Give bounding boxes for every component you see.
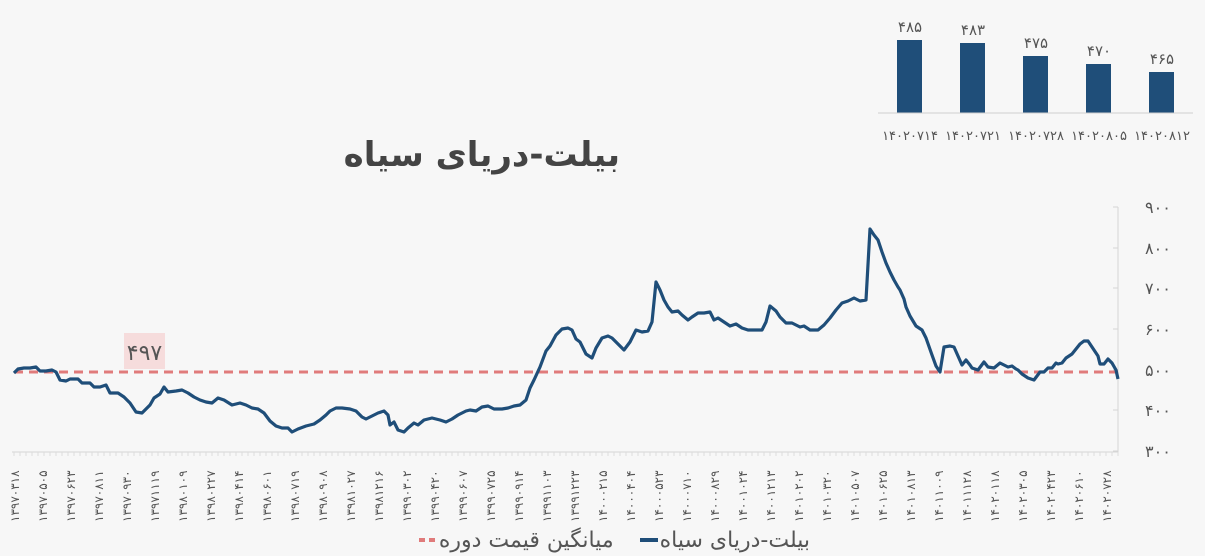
mini-x-label: ۱۴۰۲۰۸۱۲ (1134, 129, 1190, 144)
x-tick-label: ۱۴۰۲۰۶۱۰ (1072, 470, 1086, 522)
x-tick-label: ۱۳۹۸۰۴۱۴ (232, 470, 246, 522)
y-axis-labels: ۹۰۰ ۸۰۰ ۷۰۰ ۶۰۰ ۵۰۰ ۴۰۰ ۳۰۰ (1145, 198, 1171, 461)
y-tick-label: ۹۰۰ (1145, 198, 1171, 217)
main-line-chart-svg: ۹۰۰ ۸۰۰ ۷۰۰ ۶۰۰ ۵۰۰ ۴۰۰ ۳۰۰ ۴۹۷ ۱۳۹۷۰۳۱۸… (8, 198, 1171, 522)
chart-title: بیلت-دریای سیاه (343, 135, 620, 175)
x-tick-label: ۱۴۰۰۰۸۲۹ (708, 470, 722, 522)
x-tick-label: ۱۴۰۱۱۰۰۹ (932, 470, 946, 522)
x-tick-label: ۱۳۹۹۰۷۲۵ (484, 470, 498, 522)
mini-bar (1023, 56, 1048, 113)
x-axis-minor-ticks (13, 452, 1119, 456)
mini-bar-chart: ۴۸۵ ۴۸۳ ۴۷۵ ۴۷۰ ۴۶۵ ۱۴۰۲۰۷۱۴ ۱۴۰۲۰۷۲۱ ۱۴… (870, 0, 1205, 150)
y-tick-label: ۶۰۰ (1145, 320, 1171, 339)
avg-annotation-label: ۴۹۷ (127, 341, 163, 366)
y-tick-label: ۷۰۰ (1145, 279, 1171, 298)
x-tick-label: ۱۳۹۸۰۱۰۹ (176, 470, 190, 522)
x-tick-label: ۱۳۹۹۰۴۲۰ (428, 470, 442, 522)
x-tick-label: ۱۴۰۲۰۱۱۸ (988, 470, 1002, 522)
x-tick-label: ۱۳۹۸۰۷۱۹ (288, 470, 302, 522)
x-tick-label: ۱۳۹۹۰۳۰۲ (400, 470, 414, 522)
x-tick-label: ۱۳۹۸۰۶۰۱ (260, 470, 274, 522)
legend-solid-swatch-icon (639, 538, 658, 542)
mini-bar (1086, 64, 1111, 113)
x-tick-label: ۱۳۹۷۱۱۱۹ (148, 470, 162, 522)
x-tick-label: ۱۴۰۱۰۲۰۲ (792, 470, 806, 522)
avg-annotation-bg (124, 333, 165, 369)
x-tick-label: ۱۳۹۷۰۹۳۰ (120, 470, 134, 522)
x-axis-labels: ۱۳۹۷۰۳۱۸ ۱۳۹۷۰۵۰۵ ۱۳۹۷۰۶۲۳ ۱۳۹۷۰۸۱۱ ۱۳۹۷… (8, 470, 1114, 522)
x-tick-label: ۱۴۰۰۰۴۰۴ (624, 470, 638, 522)
x-tick-label: ۱۴۰۱۰۶۲۵ (876, 470, 890, 522)
x-tick-label: ۱۴۰۱۰۳۲۰ (820, 470, 834, 522)
x-tick-label: ۱۳۹۹۱۱۰۳ (540, 470, 554, 522)
x-tick-label: ۱۴۰۲۰۳۰۵ (1016, 470, 1030, 522)
x-tick-label: ۱۴۰۱۱۱۲۸ (960, 470, 974, 522)
mini-bar-value: ۴۶۵ (1150, 50, 1174, 68)
x-tick-label: ۱۳۹۹۰۶۰۷ (456, 470, 470, 522)
x-tick-label: ۱۳۹۹۰۹۱۴ (512, 470, 526, 522)
mini-x-label: ۱۴۰۲۰۷۲۸ (1008, 129, 1064, 144)
mini-bar-value: ۴۷۵ (1024, 34, 1048, 52)
mini-x-label: ۱۴۰۲۰۸۰۵ (1071, 129, 1127, 144)
legend-average-label: میانگین قیمت دوره (438, 527, 614, 553)
x-tick-label: ۱۴۰۰۰۲۱۵ (596, 470, 610, 522)
x-tick-label: ۱۳۹۷۰۵۰۵ (36, 470, 50, 522)
x-tick-label: ۱۳۹۹۱۲۲۳ (568, 470, 582, 522)
x-tick-label: ۱۴۰۱۰۸۱۳ (904, 470, 918, 522)
y-axis-ticks (1113, 206, 1118, 452)
x-tick-label: ۱۴۰۲۰۷۲۸ (1100, 470, 1114, 522)
mini-bar (960, 43, 985, 113)
price-line (12, 227, 1120, 434)
x-tick-label: ۱۴۰۰۱۲۱۳ (764, 470, 778, 522)
x-tick-label: ۱۳۹۷۰۶۲۳ (64, 470, 78, 522)
x-tick-label: ۱۴۰۰۰۷۱۰ (680, 470, 694, 522)
mini-bar-value: ۴۸۵ (898, 18, 922, 36)
y-tick-label: ۳۰۰ (1145, 442, 1171, 461)
x-tick-label: ۱۴۰۰۰۵۲۳ (652, 470, 666, 522)
x-tick-label: ۱۳۹۷۰۳۱۸ (8, 470, 22, 522)
x-tick-label: ۱۳۹۸۱۲۱۶ (372, 470, 386, 522)
mini-x-label: ۱۴۰۲۰۷۲۱ (945, 129, 1001, 144)
legend-dashed-swatch-icon (418, 538, 437, 542)
x-tick-label: ۱۳۹۸۰۲۲۷ (204, 470, 218, 522)
legend-item-series: بیلت-دریای سیاه (639, 527, 810, 553)
x-tick-label: ۱۴۰۱۰۵۰۷ (848, 470, 862, 522)
legend-item-average: میانگین قیمت دوره (418, 527, 614, 553)
y-tick-label: ۵۰۰ (1145, 361, 1171, 380)
mini-x-label: ۱۴۰۲۰۷۱۴ (882, 129, 938, 144)
mini-bar-value: ۴۷۰ (1087, 42, 1111, 60)
mini-bar-chart-svg: ۴۸۵ ۴۸۳ ۴۷۵ ۴۷۰ ۴۶۵ ۱۴۰۲۰۷۱۴ ۱۴۰۲۰۷۲۱ ۱۴… (878, 18, 1193, 144)
chart-legend: بیلت-دریای سیاه میانگین قیمت دوره (330, 524, 810, 556)
y-tick-label: ۸۰۰ (1145, 239, 1171, 258)
x-tick-label: ۱۴۰۰۱۰۲۴ (736, 470, 750, 522)
x-tick-label: ۱۳۹۸۱۰۲۷ (344, 470, 358, 522)
legend-series-label: بیلت-دریای سیاه (659, 527, 810, 553)
mini-bar-value: ۴۸۳ (961, 21, 985, 39)
mini-x-labels: ۱۴۰۲۰۷۱۴ ۱۴۰۲۰۷۲۱ ۱۴۰۲۰۷۲۸ ۱۴۰۲۰۸۰۵ ۱۴۰۲… (882, 129, 1190, 144)
main-line-chart: ۹۰۰ ۸۰۰ ۷۰۰ ۶۰۰ ۵۰۰ ۴۰۰ ۳۰۰ ۴۹۷ ۱۳۹۷۰۳۱۸… (0, 195, 1205, 525)
x-tick-label: ۱۴۰۲۰۴۲۳ (1044, 470, 1058, 522)
x-tick-label: ۱۳۹۷۰۸۱۱ (92, 470, 106, 522)
mini-bars (897, 40, 1174, 113)
mini-bar (897, 40, 922, 113)
mini-bar-labels: ۴۸۵ ۴۸۳ ۴۷۵ ۴۷۰ ۴۶۵ (898, 18, 1174, 68)
mini-bar (1149, 72, 1174, 113)
x-tick-label: ۱۳۹۸۰۹۰۸ (316, 470, 330, 522)
y-tick-label: ۴۰۰ (1145, 401, 1171, 420)
